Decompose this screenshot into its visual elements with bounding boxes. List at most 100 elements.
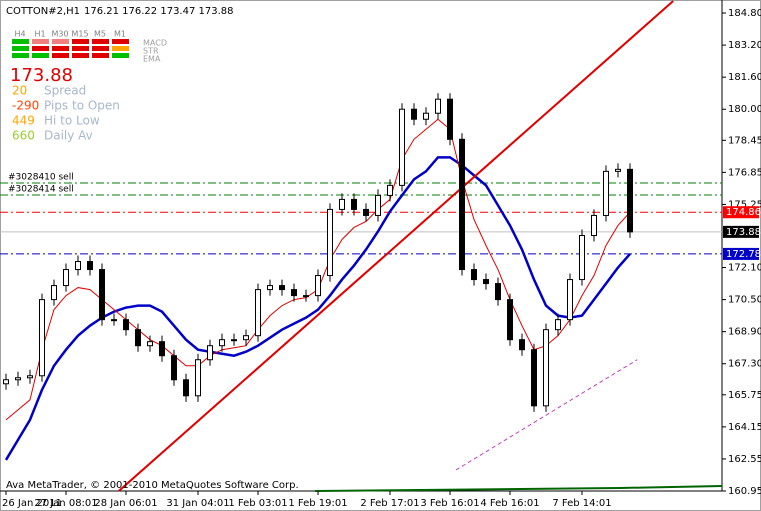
y-tick-label: 180.00 xyxy=(728,104,761,115)
x-tick-label: 1 Feb 03:01 xyxy=(228,498,287,509)
candle-body xyxy=(123,319,129,331)
info-label: Hi to Low xyxy=(44,114,100,128)
y-tick-label: 165.75 xyxy=(728,390,761,401)
watermark: Ava MetaTrader, © 2001-2010 MetaQuotes S… xyxy=(6,480,299,491)
info-value: 660 xyxy=(12,129,35,143)
candle-body xyxy=(339,198,345,210)
candle-body xyxy=(255,289,261,337)
signal-cell xyxy=(72,39,89,44)
x-tick-label: 7 Feb 14:01 xyxy=(552,498,611,509)
signal-name: MACD xyxy=(143,39,167,48)
candle-body xyxy=(591,214,597,236)
price-label: 172.78 xyxy=(726,249,761,260)
candle-body xyxy=(63,269,69,287)
candle-body xyxy=(483,279,489,285)
candle-body xyxy=(543,329,549,407)
x-tick-label: 27 Jan 08:01 xyxy=(34,498,97,509)
x-tick-label: 31 Jan 04:01 xyxy=(166,498,229,509)
timeframe-label: M30 xyxy=(51,30,68,39)
chart-header-symbol: COTTON#2,H1 xyxy=(6,6,80,17)
chart-header-quote: 176.21 176.22 173.47 173.88 xyxy=(84,6,234,17)
candle-body xyxy=(615,168,621,172)
x-tick-label: 3 Feb 16:01 xyxy=(420,498,479,509)
x-tick-label: 26 Jan 2011 xyxy=(2,498,62,509)
timeframe-label: M1 xyxy=(114,30,126,39)
trend-line xyxy=(118,0,674,492)
price-label-box xyxy=(723,225,759,238)
candle-body xyxy=(147,341,153,347)
candle-body xyxy=(411,108,417,120)
x-tick-label: 28 Jan 06:01 xyxy=(94,498,157,509)
candle-body xyxy=(27,375,33,379)
y-tick-label: 162.55 xyxy=(728,454,761,465)
candle-body xyxy=(375,194,381,216)
candle-body xyxy=(195,359,201,397)
signal-cell xyxy=(32,39,49,44)
candle-body xyxy=(447,98,453,140)
order-label: #3028414 sell xyxy=(8,184,74,194)
candle-body xyxy=(363,208,369,216)
info-label: Spread xyxy=(44,84,86,98)
candle-body xyxy=(39,299,45,377)
y-tick-label: 168.90 xyxy=(728,327,761,338)
signal-cell xyxy=(52,39,69,44)
candle-body xyxy=(459,138,465,271)
price-label-box xyxy=(723,206,759,219)
signal-cell xyxy=(112,39,129,44)
candle-body xyxy=(15,377,21,381)
signal-name: STR xyxy=(143,47,159,56)
candle-body xyxy=(267,285,273,291)
candle-body xyxy=(135,329,141,347)
signal-cell xyxy=(92,46,109,51)
signal-cell xyxy=(112,53,129,58)
candle-body xyxy=(183,379,189,397)
panel-price: 173.88 xyxy=(10,65,73,86)
candle-body xyxy=(627,168,633,233)
candle-body xyxy=(351,198,357,210)
signal-cell xyxy=(12,46,29,51)
candle-body xyxy=(423,112,429,120)
candle-body xyxy=(231,339,237,342)
candle-body xyxy=(315,275,321,297)
candle-body xyxy=(99,269,105,321)
timeframe-label: H1 xyxy=(34,30,45,39)
candle-body xyxy=(327,208,333,277)
y-tick-label: 178.45 xyxy=(728,135,761,146)
moving-average xyxy=(4,156,631,461)
candle-body xyxy=(495,283,501,301)
y-tick-label: 184.80 xyxy=(728,8,761,19)
signal-cell xyxy=(32,53,49,58)
y-tick-label: 167.30 xyxy=(728,359,761,370)
y-tick-label: 176.85 xyxy=(728,167,761,178)
signal-cell xyxy=(52,46,69,51)
info-value: -290 xyxy=(12,99,39,113)
y-tick-label: 172.10 xyxy=(728,263,761,274)
y-tick-label: 170.50 xyxy=(728,295,761,306)
signal-cell xyxy=(32,46,49,51)
signal-cell xyxy=(12,53,29,58)
info-value: 20 xyxy=(12,84,27,98)
candle-body xyxy=(87,261,93,271)
y-tick-label: 164.15 xyxy=(728,422,761,433)
y-tick-label: 183.20 xyxy=(728,40,761,51)
info-label: Daily Av xyxy=(44,129,93,143)
signal-cell xyxy=(72,53,89,58)
candle-body xyxy=(219,339,225,347)
candle-body xyxy=(291,289,297,297)
candle-body xyxy=(279,285,285,291)
price-label-box xyxy=(723,247,759,260)
candle-body xyxy=(507,299,513,341)
timeframe-label: H4 xyxy=(14,30,25,39)
signal-cell xyxy=(52,53,69,58)
candle-body xyxy=(303,295,309,298)
order-label: #3028410 sell xyxy=(8,172,74,182)
signal-cell xyxy=(92,39,109,44)
info-value: 449 xyxy=(12,114,35,128)
candle-body xyxy=(3,379,9,385)
trend-line xyxy=(455,359,638,471)
candle-body xyxy=(171,355,177,381)
indicator-line xyxy=(314,485,723,492)
